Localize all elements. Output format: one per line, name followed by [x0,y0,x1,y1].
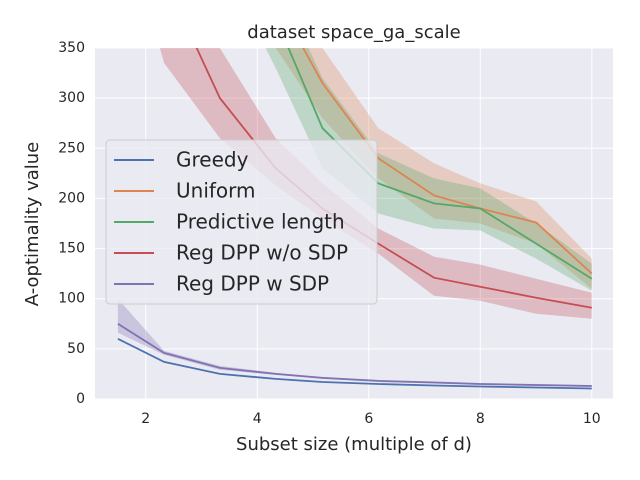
legend-label: Greedy [176,148,249,172]
x-tick-label: 10 [583,411,601,427]
y-tick-label: 0 [76,391,85,407]
series-line [302,48,593,275]
legend-box [105,139,378,305]
confidence-band [159,48,592,319]
x-tick-label: 2 [141,411,150,427]
y-tick-label: 300 [58,90,85,106]
y-tick-label: 150 [58,241,85,257]
series-line [117,337,592,390]
legend-label: Reg DPP w/o SDP [176,241,348,265]
series-line [117,323,592,387]
y-tick-label: 350 [58,40,85,56]
x-tick-label: 6 [364,411,373,427]
legend-label: Reg DPP w SDP [176,272,329,296]
y-tick-label: 100 [58,291,85,307]
confidence-band [265,48,592,291]
x-axis-label: Subset size (multiple of d) [236,434,472,455]
chart-title: dataset space_ga_scale [247,22,460,43]
x-tick-label: 4 [253,411,262,427]
y-axis-label: A-optimality value [22,142,43,306]
legend-label: Predictive length [176,210,345,234]
y-tick-label: 250 [58,140,85,156]
x-tick-label: 8 [476,411,485,427]
legend-label: Uniform [176,179,256,203]
y-tick-label: 200 [58,190,85,206]
y-tick-label: 50 [67,341,85,357]
